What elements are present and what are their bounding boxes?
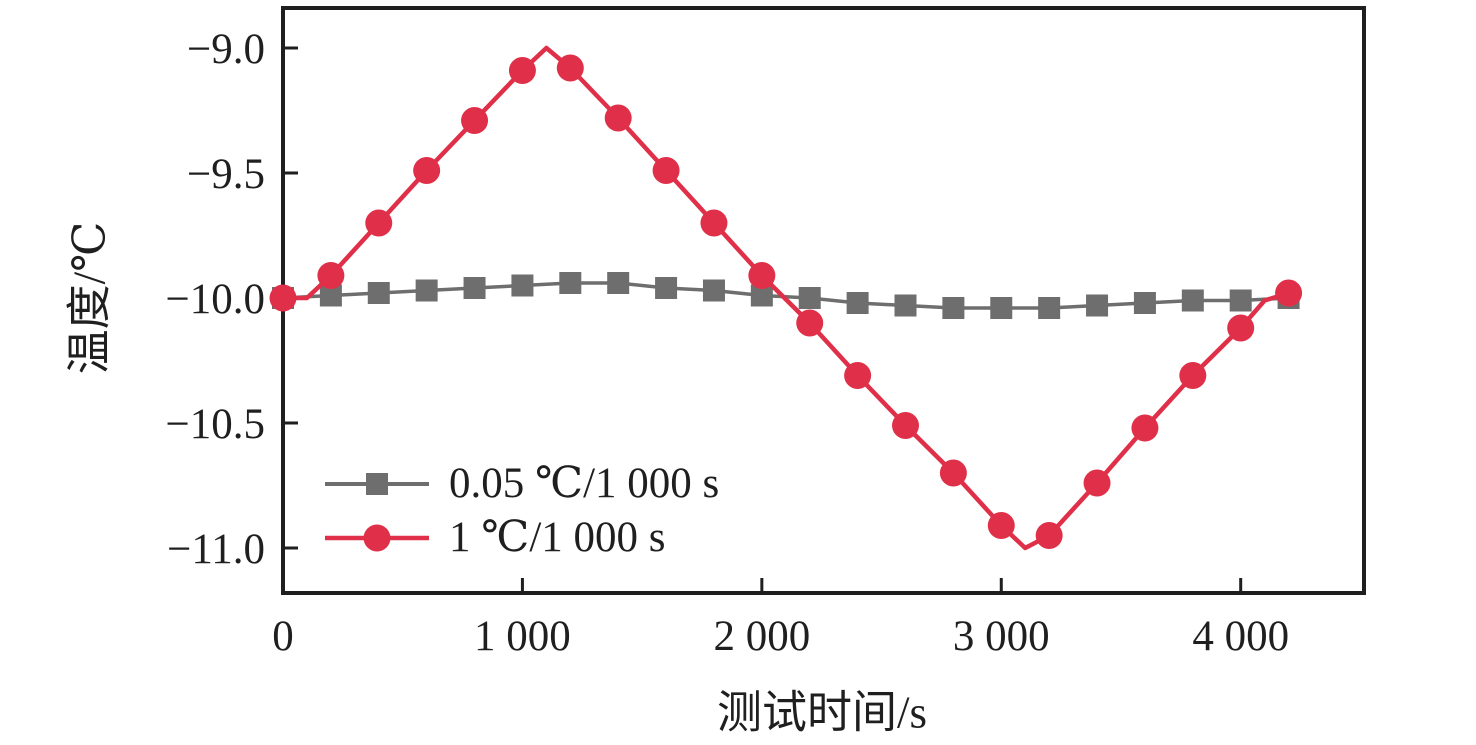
data-point-circle: [796, 309, 824, 337]
data-point-circle: [700, 209, 728, 237]
data-point-circle: [939, 459, 967, 487]
data-point-circle: [1179, 362, 1207, 389]
data-point-circle: [317, 262, 345, 289]
data-point-circle: [1035, 522, 1063, 549]
data-point-square: [846, 292, 869, 314]
x-tick-label: 3 000: [953, 613, 1050, 660]
legend-circle-marker-icon: [325, 524, 429, 551]
data-point-square: [463, 277, 486, 299]
legend-square-marker-icon: [325, 472, 429, 495]
data-point-circle: [365, 209, 393, 237]
data-point-square: [1181, 289, 1204, 312]
data-point-square: [1038, 297, 1061, 319]
data-point-circle: [556, 54, 584, 82]
data-point-square: [319, 284, 342, 307]
data-point-circle: [1083, 469, 1111, 497]
y-tick-label: −10.5: [165, 401, 265, 448]
data-point-circle: [461, 107, 489, 134]
x-tick-label: 0: [272, 613, 294, 660]
data-point-square: [750, 284, 773, 307]
data-point-circle: [652, 157, 680, 184]
data-point-circle: [844, 362, 872, 389]
data-point-square: [942, 297, 965, 319]
y-tick-label: −9.0: [187, 26, 265, 73]
data-point-square: [415, 279, 438, 302]
data-point-square: [655, 277, 678, 299]
data-point-square: [1086, 294, 1109, 317]
data-point-circle: [508, 57, 536, 84]
data-point-circle: [1275, 279, 1303, 307]
legend-label-fast-ramp: 1 ℃/1 000 s: [449, 514, 666, 561]
x-axis-title: 测试时间/s: [716, 687, 928, 738]
data-point-circle: [1227, 314, 1255, 342]
data-point-square: [798, 287, 821, 309]
y-tick-label: −11.0: [167, 526, 265, 573]
y-axis-title: 温度/℃: [64, 221, 115, 375]
data-point-circle: [892, 412, 920, 439]
data-point-square: [511, 274, 534, 297]
legend-item-slow-ramp: 0.05 ℃/1 000 s: [322, 462, 719, 505]
data-point-circle: [413, 157, 441, 184]
data-point-circle: [987, 512, 1015, 539]
legend-item-fast-ramp: 1 ℃/1 000 s: [322, 516, 666, 559]
data-point-circle: [269, 284, 297, 312]
data-point-square: [367, 282, 390, 304]
x-tick-label: 1 000: [474, 613, 571, 660]
y-tick-label: −9.5: [187, 151, 265, 198]
x-tick-label: 2 000: [713, 613, 810, 660]
legend-label-slow-ramp: 0.05 ℃/1 000 s: [449, 460, 720, 507]
data-point-circle: [748, 262, 776, 289]
data-point-square: [1229, 289, 1252, 312]
data-point-square: [607, 272, 630, 294]
data-point-square: [559, 272, 582, 294]
y-tick-label: −10.0: [165, 276, 265, 323]
data-point-circle: [604, 104, 632, 132]
data-point-circle: [1131, 414, 1159, 442]
data-point-square: [1133, 292, 1156, 314]
data-point-square: [990, 297, 1013, 319]
x-tick-label: 4 000: [1192, 613, 1289, 660]
data-point-square: [894, 294, 917, 317]
data-point-square: [702, 279, 725, 302]
